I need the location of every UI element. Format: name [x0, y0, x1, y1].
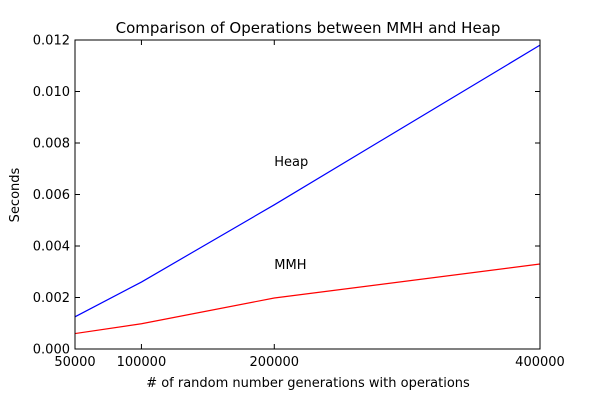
axis-ticks: 50000 100000 200000 400000 0.000 0.002 0.004 0.…: [33, 34, 565, 371]
plot-frame: [74, 39, 541, 350]
annotation-mmh: MMH: [274, 258, 306, 273]
x-tick-label: 50000: [54, 355, 95, 370]
y-axis-label: Seconds: [8, 167, 23, 222]
x-tick-label: 200000: [249, 355, 299, 370]
series-line-heap: [74, 44, 541, 318]
y-tick-label: 0.006: [33, 188, 70, 203]
series-line-mmh: [74, 263, 541, 335]
x-tick-label: 400000: [515, 355, 565, 370]
annotation-heap: Heap: [274, 155, 308, 170]
y-tick-label: 0.010: [33, 85, 70, 100]
y-tick-label: 0.004: [33, 240, 70, 255]
x-tick-label: 100000: [117, 355, 167, 370]
y-tick-label: 0.000: [33, 343, 70, 358]
plot-area: Heap MMH: [74, 44, 541, 335]
y-tick-label: 0.012: [33, 34, 70, 49]
chart-title: Comparison of Operations between MMH and…: [116, 19, 501, 37]
y-tick-label: 0.002: [33, 291, 70, 306]
x-axis-label: # of random number generations with oper…: [146, 376, 470, 391]
y-tick-label: 0.008: [33, 137, 70, 152]
